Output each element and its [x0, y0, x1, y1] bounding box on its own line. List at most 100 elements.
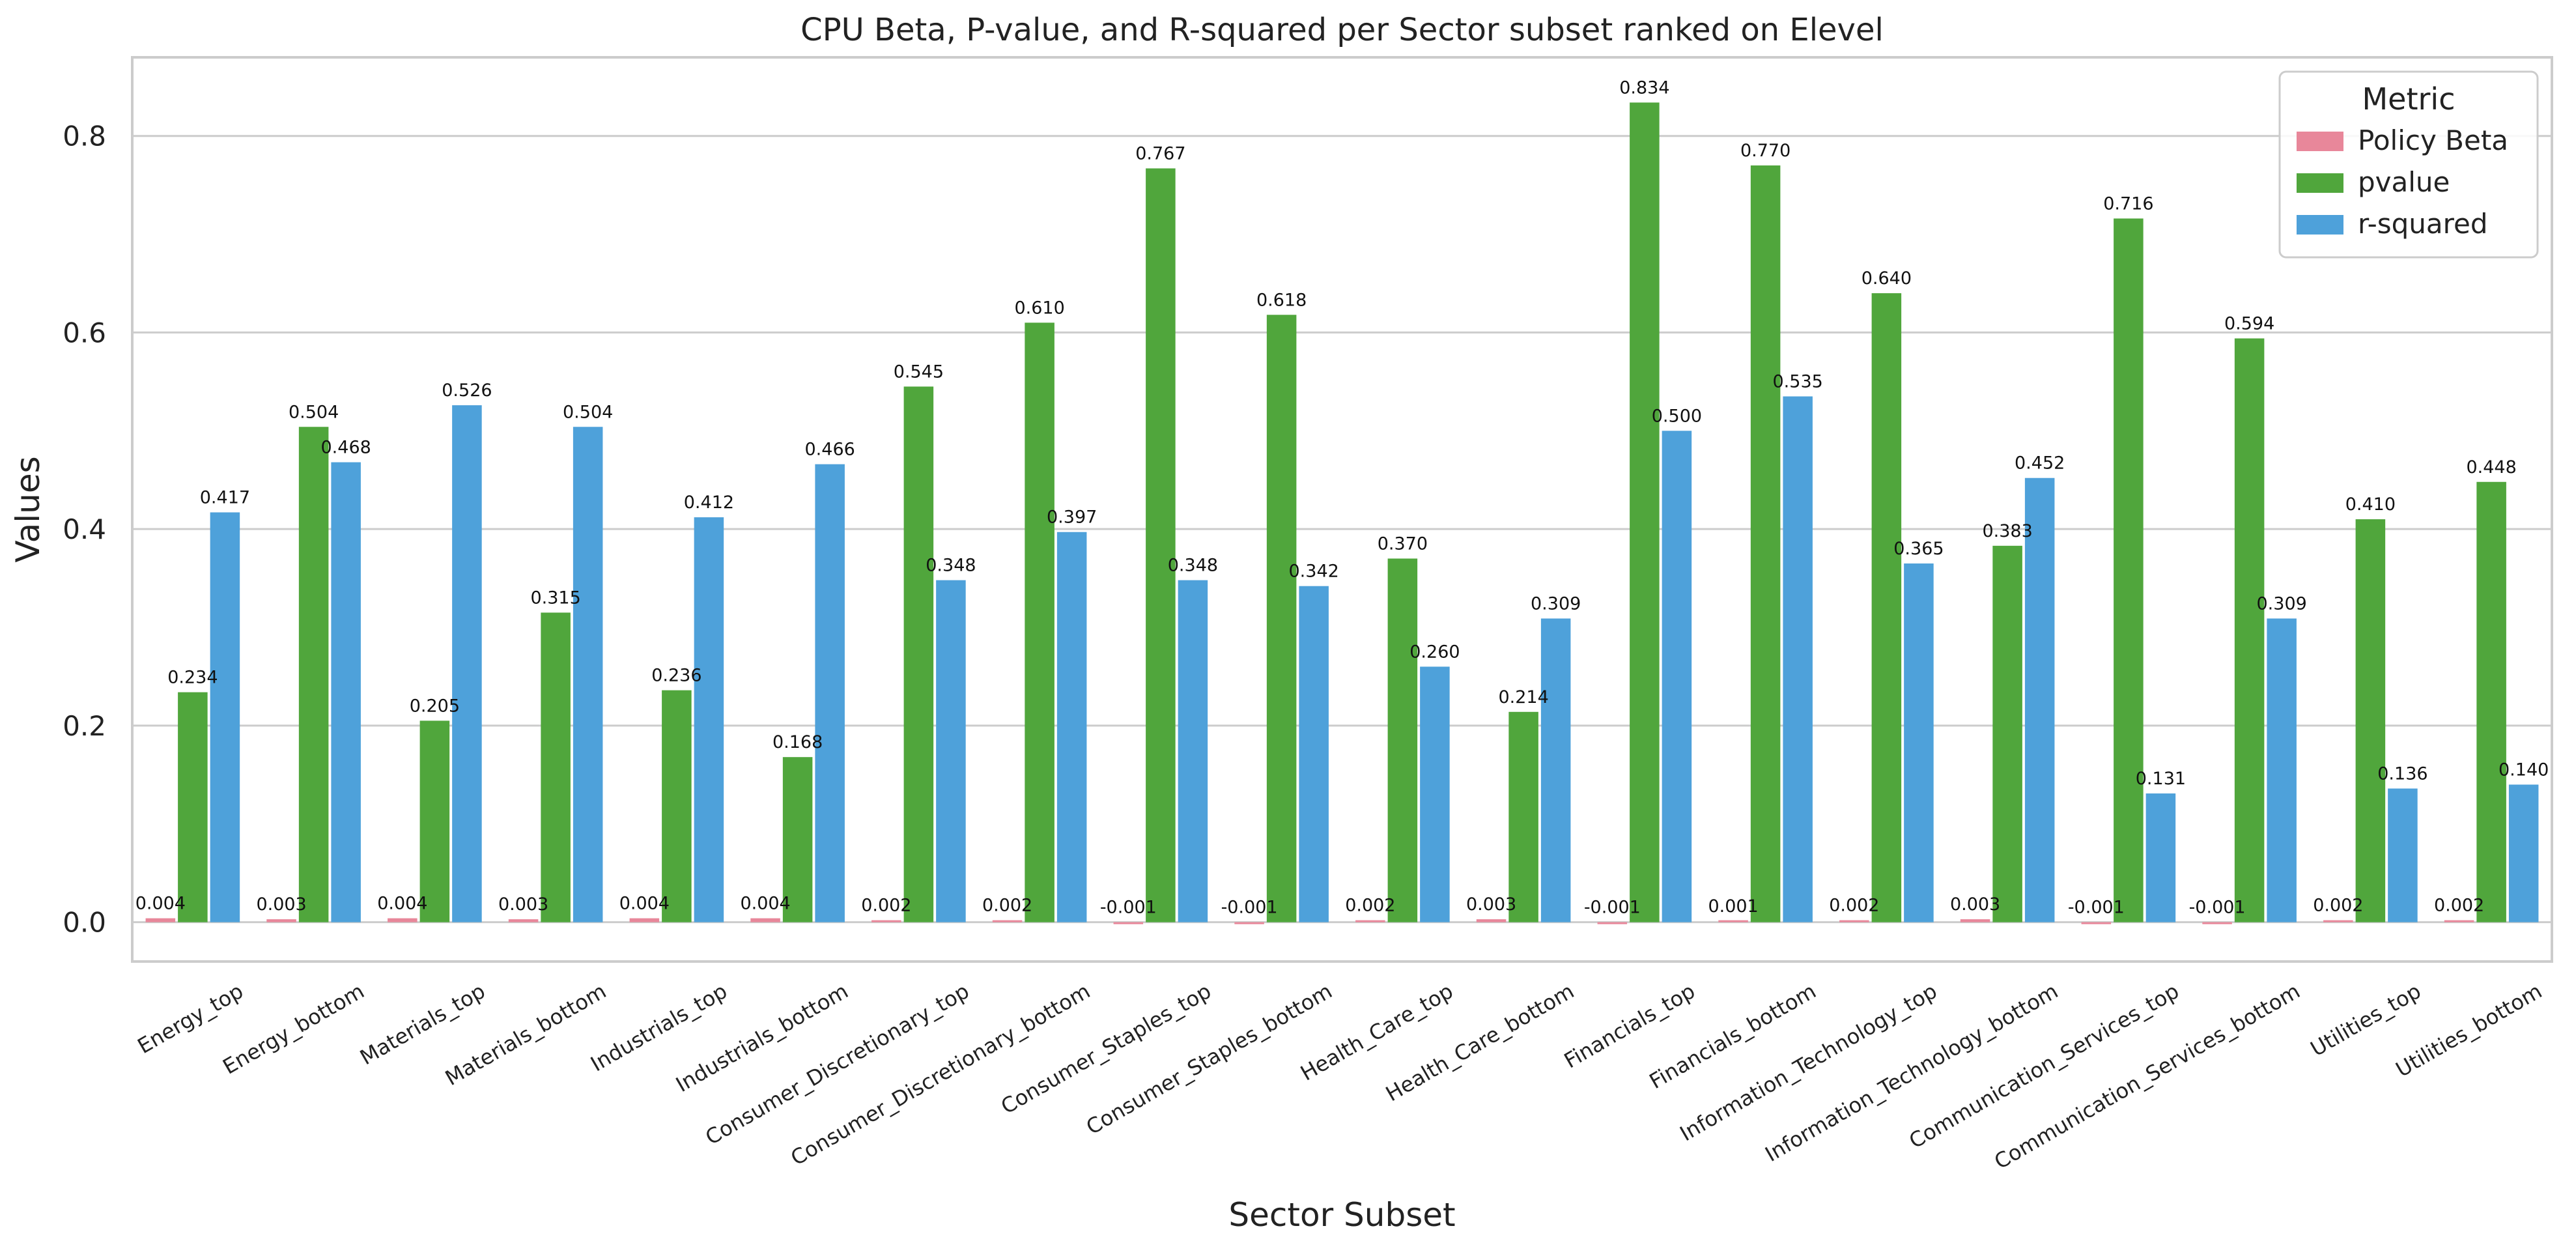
legend-entry: Policy Beta [2358, 124, 2508, 156]
bar-value-label: 0.767 [1135, 143, 1185, 164]
bar-value-label: 0.205 [410, 696, 460, 716]
bar-value-label: 0.535 [1773, 372, 1823, 392]
bar-value-label: 0.417 [200, 488, 250, 508]
bar-value-label: 0.002 [1345, 896, 1395, 916]
bar-value-label: 0.466 [805, 440, 855, 460]
bar-pvalue [662, 690, 692, 922]
chart-title: CPU Beta, P-value, and R-squared per Sec… [800, 12, 1884, 48]
bar-policy-beta [1597, 922, 1628, 924]
bar-value-label: 0.342 [1289, 562, 1339, 582]
bar-pvalue [1146, 168, 1176, 922]
legend-title: Metric [2362, 81, 2455, 117]
bar-r-squared [1299, 586, 1329, 922]
bar-value-label: 0.500 [1652, 406, 1702, 426]
bar-value-label: 0.412 [684, 492, 734, 513]
bar-pvalue [1750, 165, 1781, 922]
bar-value-label: 0.618 [1256, 290, 1307, 310]
y-tick-label: 0.4 [63, 513, 106, 545]
bar-value-label: 0.504 [289, 402, 339, 422]
bar-value-label: 0.131 [2136, 769, 2186, 789]
bar-value-label: 0.214 [1498, 687, 1548, 707]
bar-value-label: 0.468 [321, 438, 371, 458]
bar-value-label: 0.348 [926, 556, 976, 576]
bar-value-label: 0.004 [135, 894, 186, 914]
bar-r-squared [1420, 666, 1450, 922]
bar-value-label: 0.004 [619, 894, 670, 914]
legend-swatch [2297, 215, 2343, 235]
bar-pvalue [419, 720, 450, 922]
legend-swatch [2297, 173, 2343, 193]
bar-pvalue [1387, 558, 1418, 922]
bar-pvalue [1992, 545, 2022, 922]
bar-value-label: 0.003 [256, 894, 306, 915]
bar-value-label: 0.002 [2434, 896, 2484, 916]
bar-pvalue [1871, 293, 1902, 922]
x-axis-label: Sector Subset [1228, 1196, 1455, 1234]
bar-value-label: 0.309 [2257, 593, 2307, 614]
bar-value-label: -0.001 [1584, 898, 1641, 918]
bar-r-squared [2267, 618, 2297, 922]
bar-policy-beta [1718, 920, 1748, 922]
bar-value-label: 0.260 [1409, 642, 1460, 662]
legend-swatch [2297, 132, 2343, 151]
bar-r-squared [2024, 477, 2055, 922]
bar-pvalue [1630, 102, 1660, 922]
bar-r-squared [1662, 431, 1692, 922]
bar-value-label: 0.004 [740, 894, 790, 914]
bar-policy-beta [1839, 920, 1869, 922]
bar-value-label: 0.003 [1950, 894, 2000, 915]
bar-policy-beta [2202, 922, 2232, 924]
bar-policy-beta [1234, 922, 1264, 924]
bar-pvalue [1025, 322, 1054, 922]
bar-pvalue [1266, 315, 1297, 922]
bar-value-label: 0.002 [1829, 896, 1879, 916]
bar-value-label: 0.452 [2015, 453, 2065, 474]
bar-policy-beta [629, 918, 660, 922]
bar-pvalue [2476, 481, 2506, 922]
legend-items: Policy Beta pvalue r-squared [2297, 124, 2508, 240]
bar-policy-beta [992, 920, 1023, 922]
bar-r-squared [815, 464, 845, 922]
bar-policy-beta [1960, 919, 1990, 922]
bar-value-label: 0.002 [861, 896, 911, 916]
bar-value-label: 0.640 [1861, 268, 1912, 289]
bar-r-squared [331, 462, 361, 922]
bar-r-squared [1178, 580, 1208, 922]
bar-value-label: 0.136 [2377, 763, 2427, 784]
bar-r-squared [1540, 618, 1571, 922]
bar-r-squared [1056, 532, 1087, 922]
bar-value-label: 0.003 [1466, 894, 1516, 915]
bar-r-squared [573, 427, 603, 922]
bar-value-label: 0.545 [894, 362, 944, 382]
bar-value-label: 0.370 [1378, 534, 1428, 554]
bar-value-label: 0.397 [1047, 507, 1097, 528]
bar-pvalue [782, 757, 813, 922]
legend-box [2278, 70, 2539, 259]
bar-policy-beta [388, 918, 418, 922]
bars-layer [145, 102, 2539, 924]
bar-policy-beta [1476, 919, 1507, 922]
bar-policy-beta [1113, 922, 1144, 924]
bar-r-squared [1904, 563, 1934, 922]
y-tick-label: 0.0 [63, 907, 106, 939]
bar-pvalue [541, 612, 571, 922]
bar-value-label: 0.348 [1168, 556, 1218, 576]
bar-policy-beta [2323, 920, 2353, 922]
bar-value-label: 0.383 [1982, 521, 2032, 541]
bar-value-label: 0.526 [442, 380, 492, 401]
bar-policy-beta [871, 920, 901, 922]
bar-value-label: 0.001 [1708, 896, 1758, 917]
bar-r-squared [210, 512, 240, 922]
bar-r-squared [2388, 788, 2418, 922]
y-tick-label: 0.8 [63, 121, 106, 152]
bar-value-label: 0.594 [2224, 313, 2274, 334]
bar-value-label: 0.610 [1014, 298, 1064, 318]
bar-r-squared [936, 580, 966, 922]
bar-pvalue [298, 427, 329, 922]
y-tick-label: 0.2 [63, 710, 106, 742]
bar-value-label: 0.716 [2103, 193, 2153, 214]
bar-value-label: 0.004 [377, 894, 427, 914]
bar-r-squared [1783, 396, 1813, 922]
bar-pvalue [2114, 218, 2144, 922]
